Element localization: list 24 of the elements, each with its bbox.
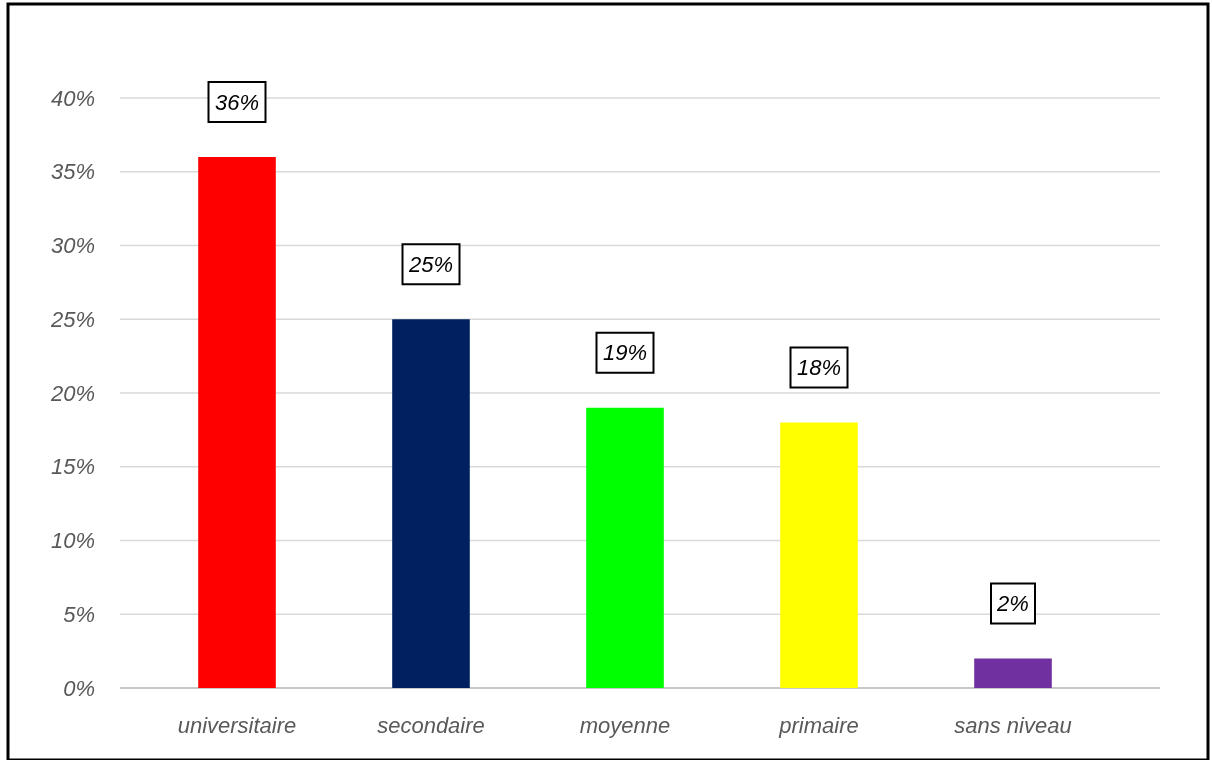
y-tick-label: 40% — [50, 85, 95, 111]
x-tick-label: secondaire — [377, 713, 485, 738]
y-tick-label: 0% — [63, 675, 95, 701]
data-label: 36% — [214, 89, 260, 115]
y-tick-label: 35% — [50, 159, 95, 185]
y-tick-label: 5% — [63, 601, 95, 627]
bar — [586, 407, 664, 688]
bar — [392, 319, 470, 688]
x-tick-label: sans niveau — [954, 713, 1072, 738]
bar — [198, 157, 276, 688]
x-tick-label: moyenne — [579, 713, 671, 738]
x-tick-label: primaire — [778, 713, 859, 738]
data-label: 25% — [407, 251, 454, 277]
y-tick-label: 25% — [49, 306, 95, 332]
data-label: 18% — [796, 355, 842, 381]
y-tick-label: 10% — [50, 528, 95, 554]
bar — [974, 658, 1052, 688]
x-tick-label: universitaire — [177, 713, 297, 738]
bar — [780, 422, 858, 688]
data-label: 19% — [602, 340, 648, 366]
y-tick-label: 30% — [50, 233, 95, 259]
y-tick-label: 15% — [50, 454, 95, 480]
data-label: 2% — [996, 591, 1029, 617]
y-tick-label: 20% — [49, 380, 95, 406]
